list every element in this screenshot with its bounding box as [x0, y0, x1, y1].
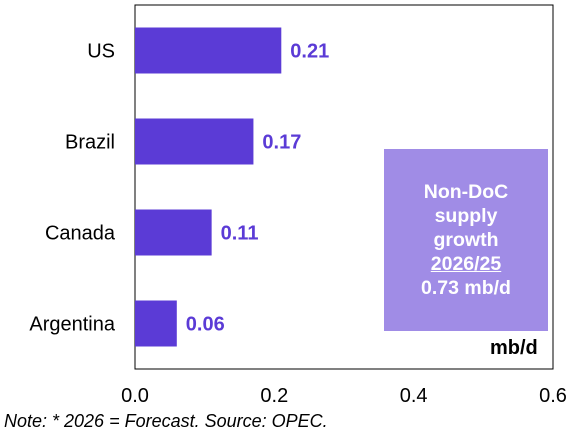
plot-frame [134, 4, 554, 370]
bar-argentina [135, 300, 177, 347]
category-label-brazil: Brazil [65, 132, 115, 154]
data-label-brazil: 0.17 [262, 132, 301, 154]
info-line-4: 2026/25 [430, 253, 502, 275]
source-note: Note: * 2026 = Forecast. Source: OPEC. [4, 411, 328, 431]
info-box: Non-DoC supply growth 2026/25 0.73 mb/d [384, 149, 548, 331]
bar-brazil [135, 118, 254, 165]
data-label-us: 0.21 [290, 41, 329, 63]
category-labels: US Brazil Canada Argentina [29, 41, 115, 336]
x-tick-label: 0.0 [121, 385, 149, 407]
info-line-2: supply [434, 205, 498, 227]
bars-group: 0.21 0.17 0.11 0.06 [135, 27, 329, 347]
info-line-5: 0.73 mb/d [421, 277, 511, 299]
x-tick-labels: 0.0 0.2 0.4 0.6 [121, 385, 567, 407]
x-tick-label: 0.2 [260, 385, 288, 407]
bar-canada [135, 209, 212, 256]
info-line-3: growth [433, 229, 499, 251]
data-label-canada: 0.11 [221, 223, 259, 245]
x-tick-label: 0.6 [539, 385, 567, 407]
unit-label: mb/d [490, 337, 538, 359]
category-label-us: US [87, 41, 115, 63]
x-tick-label: 0.4 [400, 385, 428, 407]
data-label-argentina: 0.06 [186, 314, 225, 336]
info-line-1: Non-DoC [423, 181, 509, 203]
bar-us [135, 27, 282, 74]
category-label-canada: Canada [45, 223, 116, 245]
category-label-argentina: Argentina [29, 314, 115, 336]
